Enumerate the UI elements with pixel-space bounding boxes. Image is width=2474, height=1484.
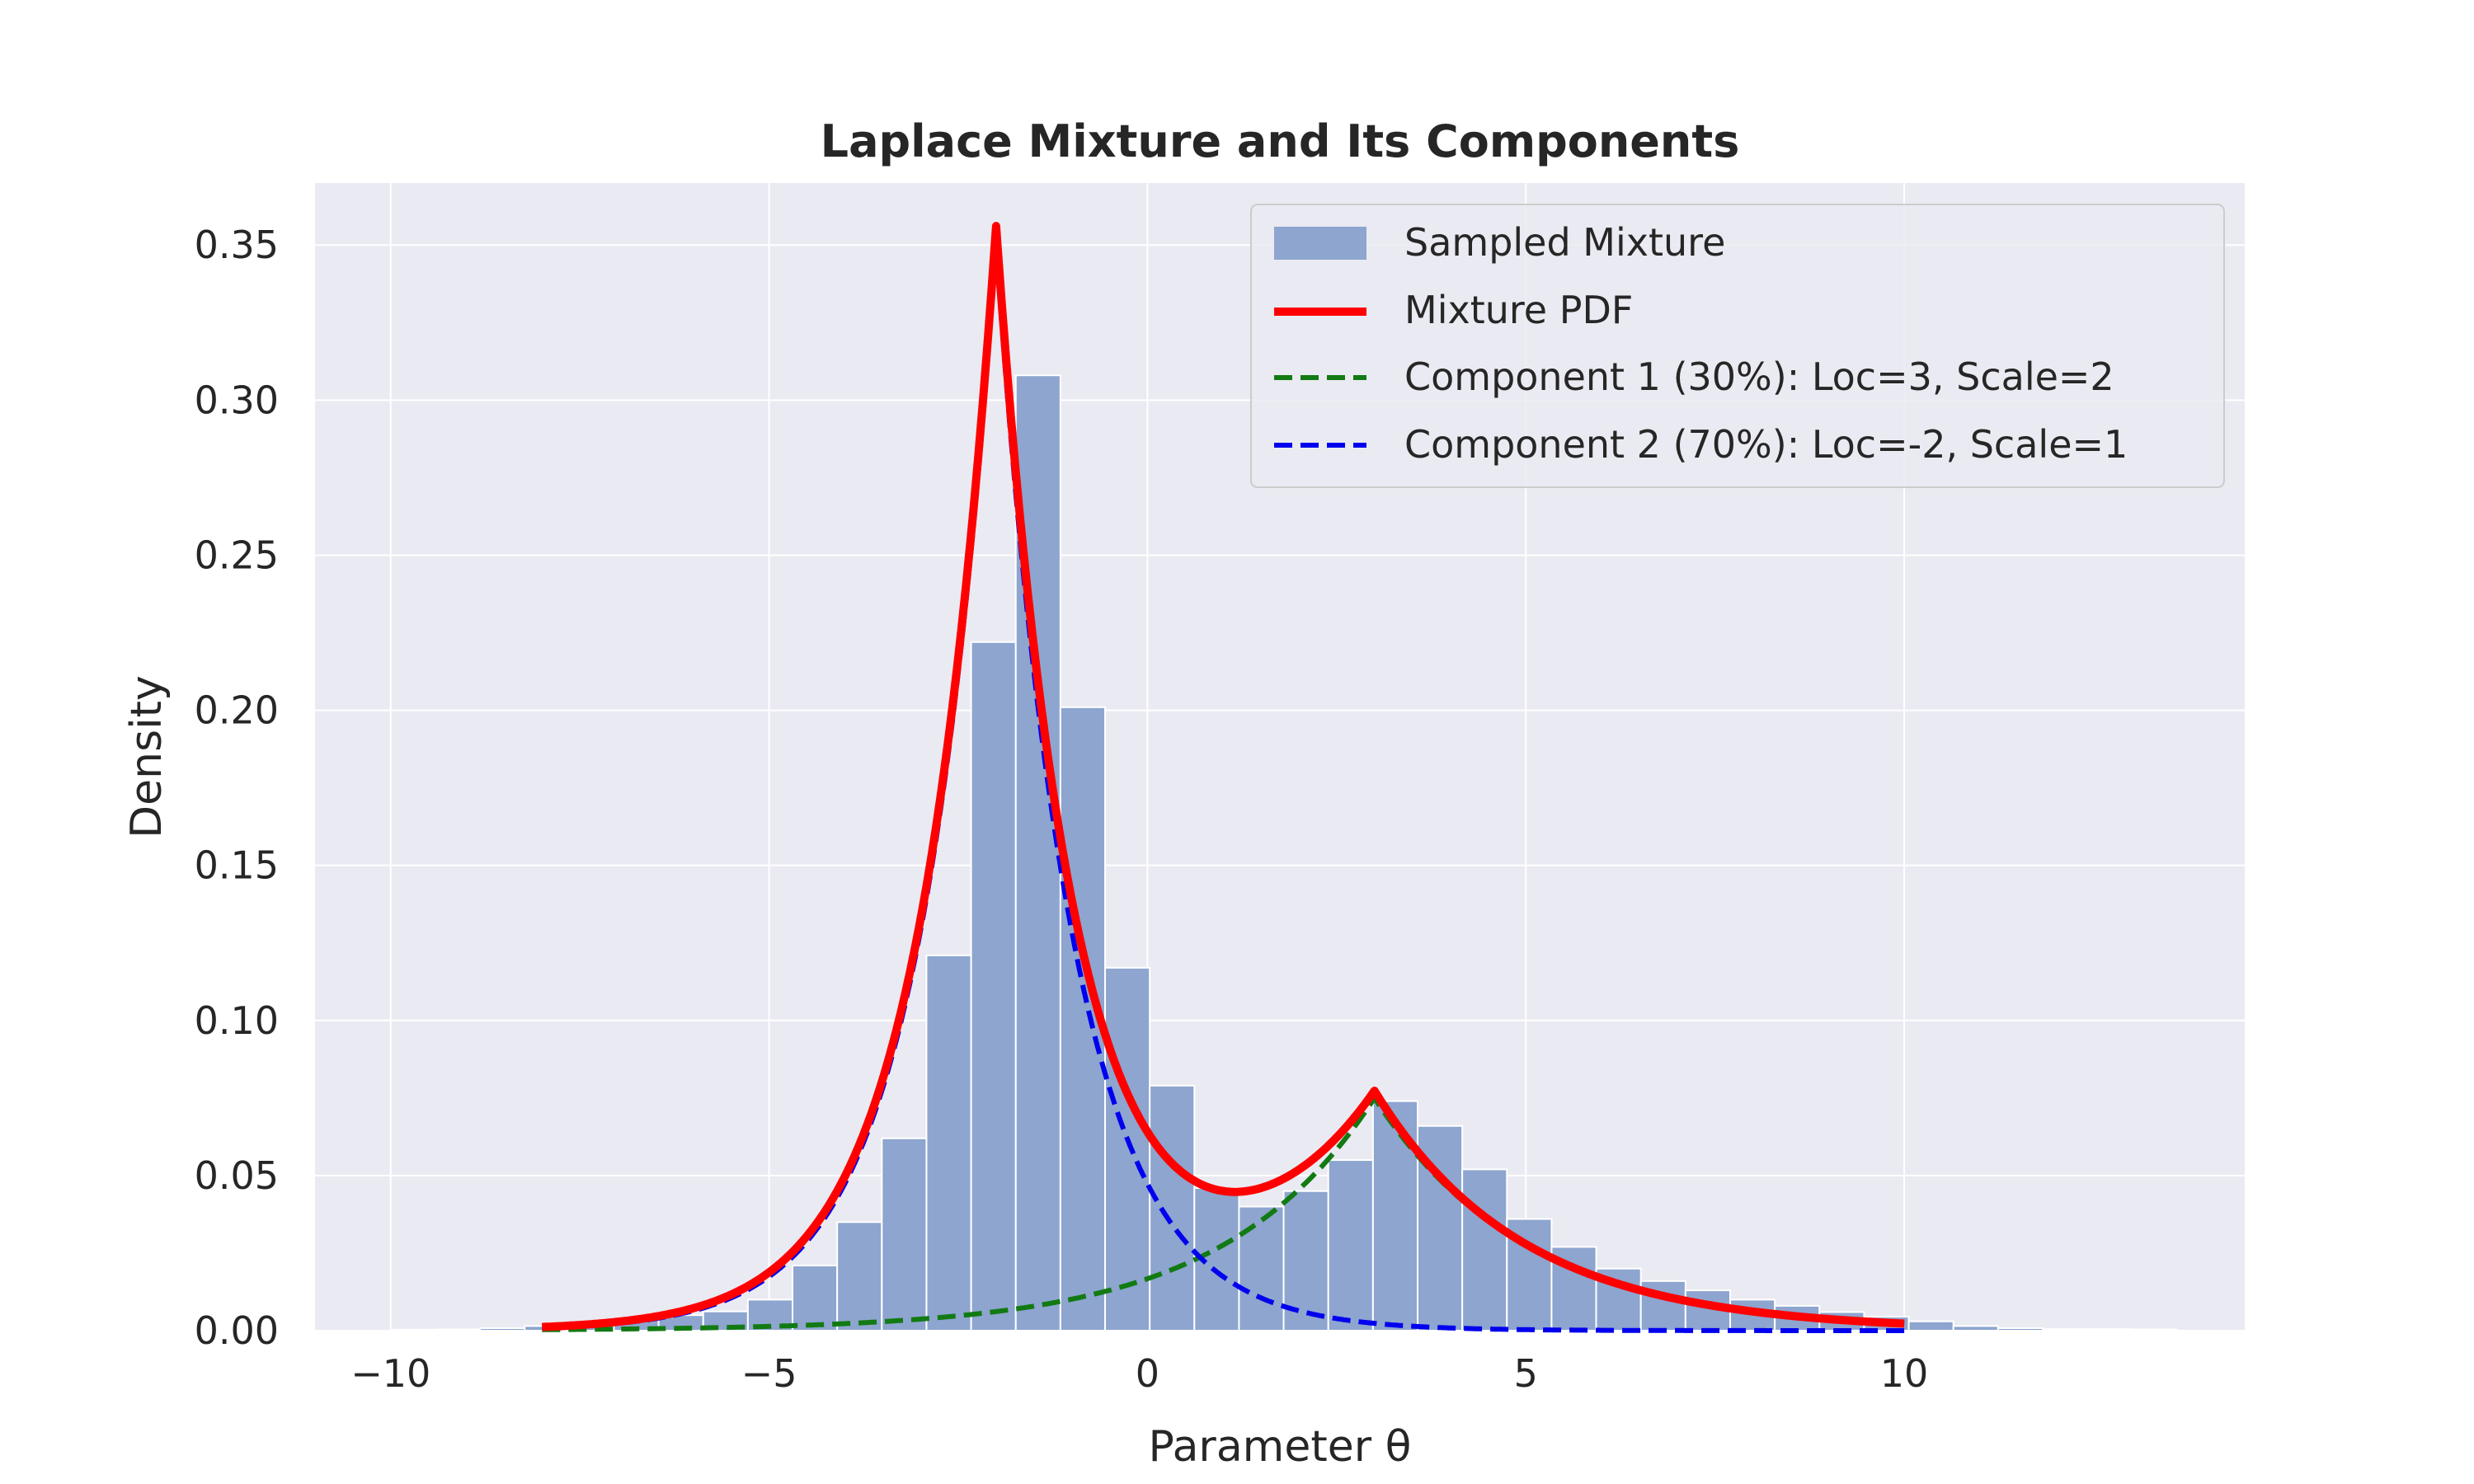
histogram-bar (1461, 1168, 1508, 1331)
x-tick-label: −10 (350, 1351, 430, 1396)
histogram-bar (1149, 1084, 1196, 1331)
histogram-bar (389, 1328, 436, 1331)
x-tick-labels: −10 −5 0 5 10 (350, 1351, 1928, 1396)
histogram-bar (1952, 1325, 1999, 1332)
x-tick-label: 0 (1136, 1351, 1159, 1396)
y-tick-label: 0.30 (195, 378, 279, 422)
legend: Sampled Mixture Mixture PDF Component 1 … (1250, 204, 2225, 488)
histogram-bar (1371, 1100, 1419, 1331)
y-tick-label: 0.20 (195, 688, 279, 733)
x-tick-label: −5 (741, 1351, 797, 1396)
chart-title: Laplace Mixture and Its Components (821, 115, 1740, 167)
histogram-bar (2086, 1328, 2133, 1331)
histogram-bar (1104, 966, 1151, 1331)
y-tick-label: 0.10 (195, 998, 279, 1043)
histogram-bar (434, 1328, 482, 1331)
y-axis-label: Density (122, 675, 172, 838)
legend-label-component-1: Component 1 (30%): Loc=3, Scale=2 (1404, 355, 2114, 399)
histogram-bar (1907, 1320, 1954, 1331)
histogram-bar (2041, 1328, 2089, 1331)
x-tick-label: 10 (1880, 1351, 1929, 1396)
histogram-bar (970, 641, 1017, 1331)
y-tick-label: 0.25 (195, 533, 279, 577)
y-tick-label: 0.00 (195, 1308, 279, 1353)
y-tick-label: 0.35 (195, 223, 279, 267)
grid-lines (315, 183, 2245, 1331)
y-tick-label: 0.05 (195, 1153, 279, 1198)
histogram-bar (2131, 1328, 2178, 1331)
mixture-pdf-line (539, 222, 1907, 1331)
legend-label-mixture: Mixture PDF (1404, 288, 1633, 332)
x-axis-label: Parameter θ (1149, 1422, 1412, 1472)
histogram-bar (881, 1137, 928, 1332)
histogram-bar (925, 954, 972, 1331)
y-tick-label: 0.15 (195, 843, 279, 888)
pdf-lines (539, 222, 1907, 1333)
histogram-bar (792, 1264, 839, 1332)
histogram-bar (1327, 1159, 1374, 1331)
histogram-bar (836, 1221, 883, 1332)
legend-swatch-histogram (1274, 227, 1366, 260)
histogram-bar (1997, 1327, 2044, 1331)
legend-label-histogram: Sampled Mixture (1404, 220, 1725, 265)
component-2-line (541, 242, 1906, 1333)
legend-label-component-2: Component 2 (70%): Loc=-2, Scale=1 (1404, 422, 2128, 467)
x-tick-label: 5 (1514, 1351, 1538, 1396)
histogram-bar (479, 1327, 526, 1331)
y-tick-labels: 0.00 0.05 0.10 0.15 0.20 0.25 0.30 0.35 (195, 223, 279, 1353)
histogram-bar (1238, 1205, 1285, 1332)
legend-frame (1250, 204, 2225, 488)
